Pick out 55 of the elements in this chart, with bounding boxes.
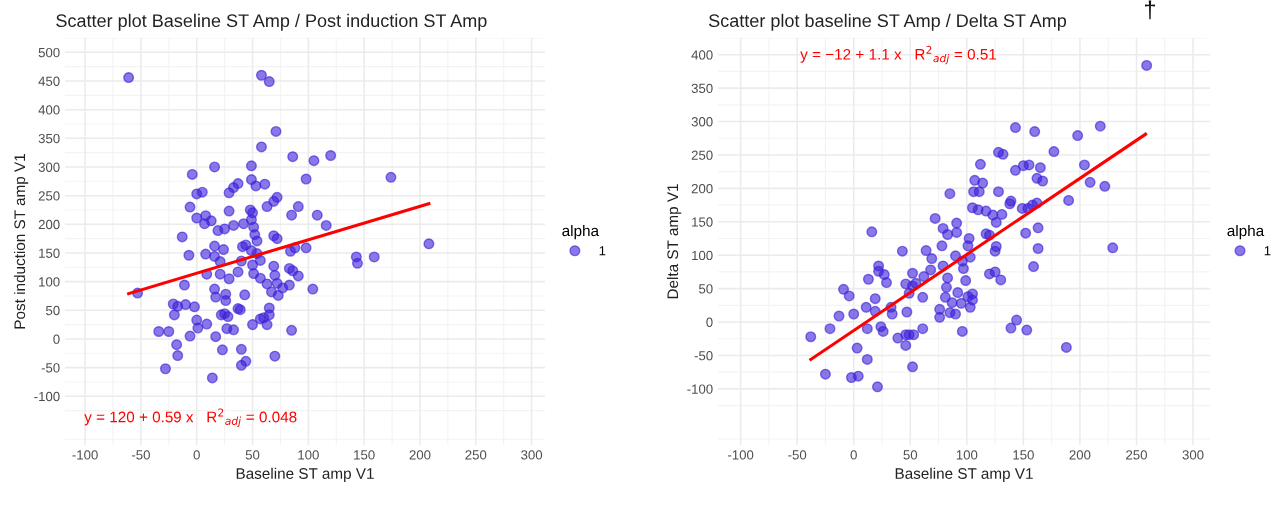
y-axis-title: Delta ST amp V1 <box>666 184 682 299</box>
y-tick-label: 0 <box>53 334 60 344</box>
y-tick-label: 150 <box>692 217 713 227</box>
chart-title: Scatter plot Baseline ST Amp / Post induction ST Amp <box>56 13 487 31</box>
y-tick-label: 500 <box>38 47 60 58</box>
legend-title: alpha <box>1227 224 1265 240</box>
y-tick-label: 50 <box>698 284 713 294</box>
legend-title: alpha <box>562 224 600 240</box>
y-tick-label: 150 <box>39 248 60 258</box>
text: † <box>1145 0 1155 20</box>
x-tick-label: 50 <box>245 450 260 460</box>
y-tick-label: 250 <box>38 191 60 201</box>
x-tick-label: 100 <box>298 450 319 460</box>
x-tick-label: 0 <box>850 450 857 460</box>
y-tick-label: 0 <box>706 317 713 327</box>
y-tick-label: 400 <box>691 50 713 60</box>
y-tick-label: 400 <box>38 105 60 115</box>
y-tick-label: 350 <box>691 83 713 94</box>
y-tick-label: 250 <box>691 150 713 160</box>
x-tick-label: -100 <box>728 450 754 460</box>
y-tick-label: -50 <box>41 363 60 373</box>
x-tick-label: -100 <box>72 450 98 460</box>
x-tick-label: 300 <box>521 450 543 460</box>
x-tick-label: 200 <box>409 450 431 460</box>
x-tick-label: 150 <box>1013 450 1034 460</box>
y-tick-label: 200 <box>691 183 713 194</box>
y-tick-label: 200 <box>38 219 60 230</box>
x-axis-title: Baseline ST amp V1 <box>895 467 1033 482</box>
x-tick-label: -50 <box>788 450 807 460</box>
y-tick-label: 300 <box>691 117 713 127</box>
y-tick-label: 300 <box>38 162 60 172</box>
x-tick-label: -50 <box>131 450 150 460</box>
y-tick-label: 450 <box>38 76 60 86</box>
y-tick-label: -50 <box>694 351 713 361</box>
y-axis-title: Post induction ST amp V1 <box>13 154 29 329</box>
x-tick-label: 0 <box>193 450 200 460</box>
y-tick-label: 350 <box>38 133 60 144</box>
x-tick-label: 250 <box>1126 450 1147 460</box>
legend-label: 1 <box>1264 246 1271 256</box>
x-tick-label: 150 <box>354 450 375 460</box>
x-tick-label: 100 <box>956 450 978 460</box>
y-tick-label: -100 <box>687 384 713 394</box>
legend-label: 1 <box>599 246 606 256</box>
x-tick-label: 250 <box>465 450 487 460</box>
y-tick-label: 100 <box>39 277 60 287</box>
annotation: y = −12 + 1.1 x R$^{2}$$_{adj}$ = 0.51 <box>800 45 997 65</box>
y-tick-label: 100 <box>692 250 713 261</box>
x-tick-label: 50 <box>903 450 918 460</box>
x-tick-label: 300 <box>1182 450 1204 460</box>
y-tick-label: 50 <box>45 305 60 316</box>
x-axis-title: Baseline ST amp V1 <box>236 467 374 482</box>
y-tick-label: -100 <box>34 391 60 402</box>
annotation: y = 120 + 0.59 x R$^{2}$$_{adj}$ = 0.048 <box>84 408 297 427</box>
chart-title: Scatter plot baseline ST Amp / Delta ST Amp <box>708 13 1067 31</box>
x-tick-label: 200 <box>1069 450 1091 460</box>
